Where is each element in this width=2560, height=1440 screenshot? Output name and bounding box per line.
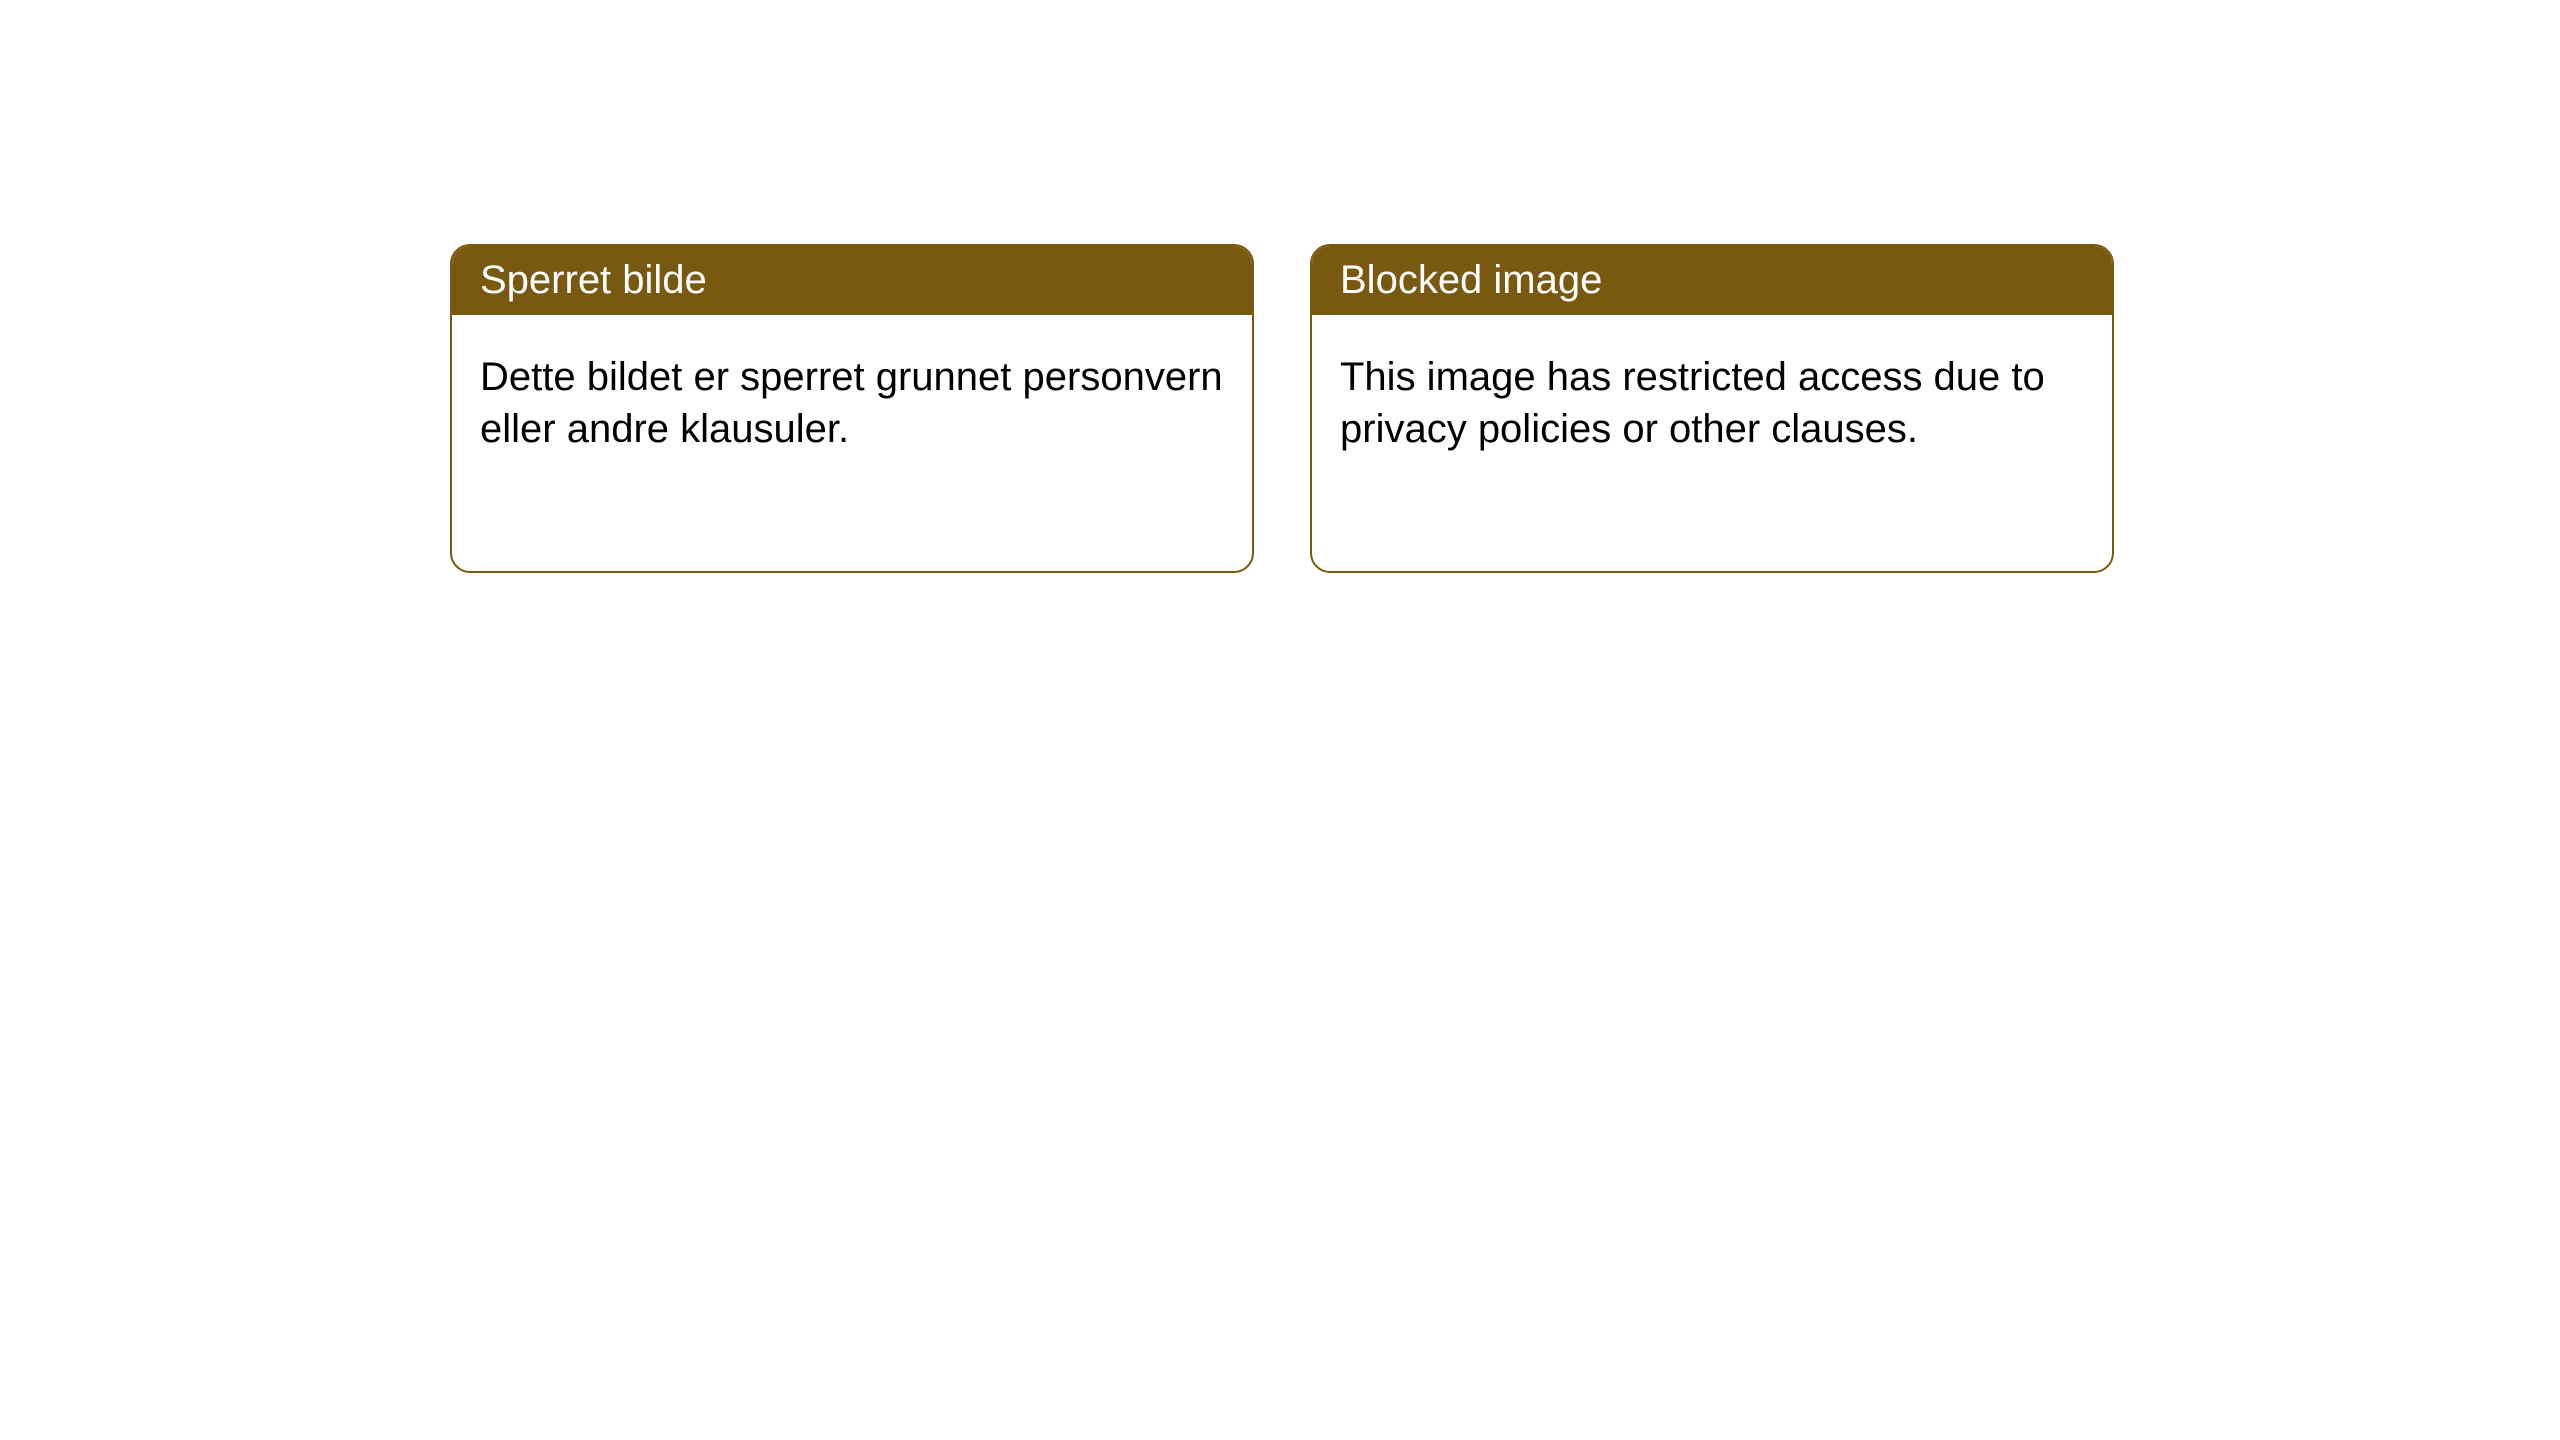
notice-card-norwegian: Sperret bilde Dette bildet er sperret gr…: [450, 244, 1254, 573]
card-body: This image has restricted access due to …: [1312, 315, 2112, 491]
card-title: Blocked image: [1340, 258, 1602, 302]
card-body: Dette bildet er sperret grunnet personve…: [452, 315, 1252, 491]
card-body-text: Dette bildet er sperret grunnet personve…: [480, 355, 1223, 451]
card-header: Blocked image: [1312, 246, 2112, 315]
notice-cards-container: Sperret bilde Dette bildet er sperret gr…: [0, 0, 2560, 573]
notice-card-english: Blocked image This image has restricted …: [1310, 244, 2114, 573]
card-header: Sperret bilde: [452, 246, 1252, 315]
card-body-text: This image has restricted access due to …: [1340, 355, 2045, 451]
card-title: Sperret bilde: [480, 258, 707, 302]
